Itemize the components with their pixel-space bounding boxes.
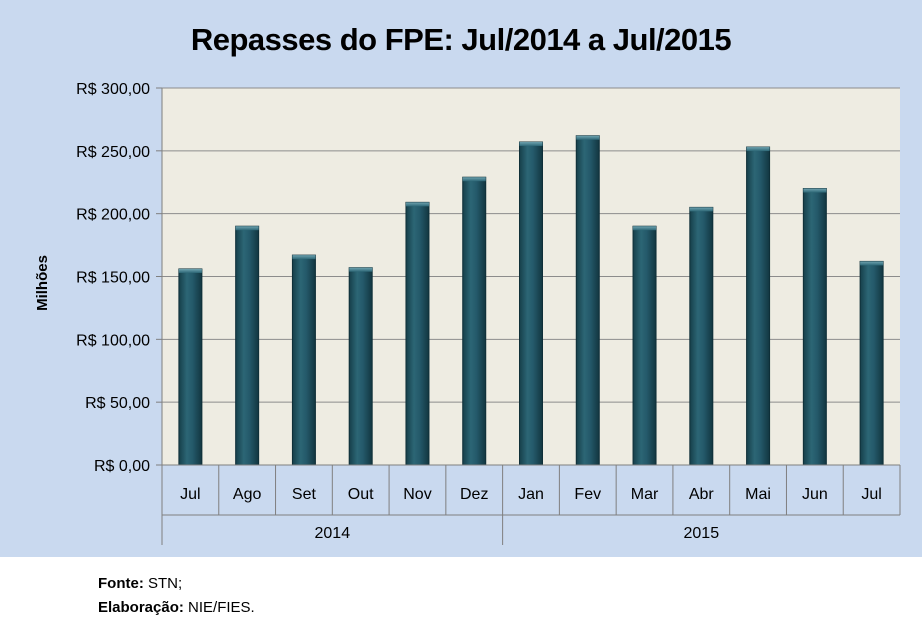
bar-cap (178, 268, 202, 273)
bar-body (519, 141, 543, 466)
chart-area: Repasses do FPE: Jul/2014 a Jul/2015 R$ … (0, 0, 922, 557)
bar (689, 206, 714, 466)
bar-body (235, 225, 260, 466)
x-tick-label: Set (292, 486, 317, 503)
bar-body (859, 260, 884, 466)
bar (859, 260, 884, 466)
bar-body (575, 135, 600, 466)
bar-cap (519, 142, 543, 147)
bar-cap (860, 261, 884, 266)
bar-body (462, 176, 487, 466)
bar (462, 176, 487, 466)
y-tick-label: R$ 0,00 (94, 458, 150, 475)
x-tick-label: Out (348, 486, 374, 503)
x-tick-label: Mar (631, 486, 659, 503)
bar-cap (292, 255, 316, 260)
bar-cap (235, 226, 259, 231)
bar (178, 268, 203, 466)
source-line: Fonte: STN; (98, 572, 255, 596)
source-label: Fonte: (98, 575, 144, 592)
bar (235, 225, 260, 466)
source-value: STN; (148, 575, 183, 592)
bar-cap (462, 177, 486, 182)
credit-line: Elaboração: NIE/FIES. (98, 596, 255, 620)
credit-label: Elaboração: (98, 599, 184, 616)
x-tick-label: Jul (180, 486, 200, 503)
bar-body (405, 201, 430, 466)
y-tick-label: R$ 200,00 (76, 207, 150, 224)
x-tick-label: Ago (233, 486, 262, 503)
y-tick-label: R$ 250,00 (76, 144, 150, 161)
bar-body (348, 267, 373, 466)
bar-body (632, 225, 657, 466)
bar-cap (405, 202, 429, 207)
x-tick-label: Mai (745, 486, 771, 503)
x-tick-label: Abr (689, 486, 715, 503)
y-tick-label: R$ 150,00 (76, 270, 150, 287)
chart-title: Repasses do FPE: Jul/2014 a Jul/2015 (190, 22, 732, 57)
bar-body (689, 206, 714, 466)
bar-cap (746, 147, 770, 152)
bar (348, 267, 373, 466)
y-tick-label: R$ 100,00 (76, 332, 150, 349)
y-tick-label: R$ 300,00 (76, 81, 150, 98)
bar (519, 141, 543, 466)
bar-cap (349, 267, 373, 272)
x-tick-label: Jan (518, 486, 544, 503)
bar (746, 146, 771, 466)
bar-body (291, 254, 316, 466)
y-axis-label: Milhões (34, 255, 51, 311)
x-tick-label: Dez (460, 486, 488, 503)
group-label: 2015 (684, 525, 720, 542)
bar-body (178, 268, 203, 466)
x-tick-label: Jul (861, 486, 881, 503)
bar-body (746, 146, 771, 466)
bar-cap (576, 135, 600, 140)
y-tick-label: R$ 50,00 (85, 395, 150, 412)
bar-cap (633, 226, 657, 231)
bar-cap (803, 188, 827, 193)
x-tick-label: Jun (802, 486, 828, 503)
bar-body (802, 188, 827, 466)
bar (405, 201, 430, 466)
bar-chart: R$ 0,00 R$ 50,00 R$ 100,00 R$ 150,00 R$ 200,… (34, 81, 901, 545)
group-label: 2014 (315, 525, 351, 542)
x-tick-label: Nov (403, 486, 431, 503)
bar (291, 254, 316, 466)
bar (575, 135, 600, 466)
bar (802, 188, 827, 466)
credit-value: NIE/FIES. (188, 599, 255, 616)
x-tick-label: Fev (574, 486, 601, 503)
bar-cap (689, 207, 713, 212)
source-note: Fonte: STN; Elaboração: NIE/FIES. (98, 572, 255, 620)
bar (632, 225, 657, 466)
